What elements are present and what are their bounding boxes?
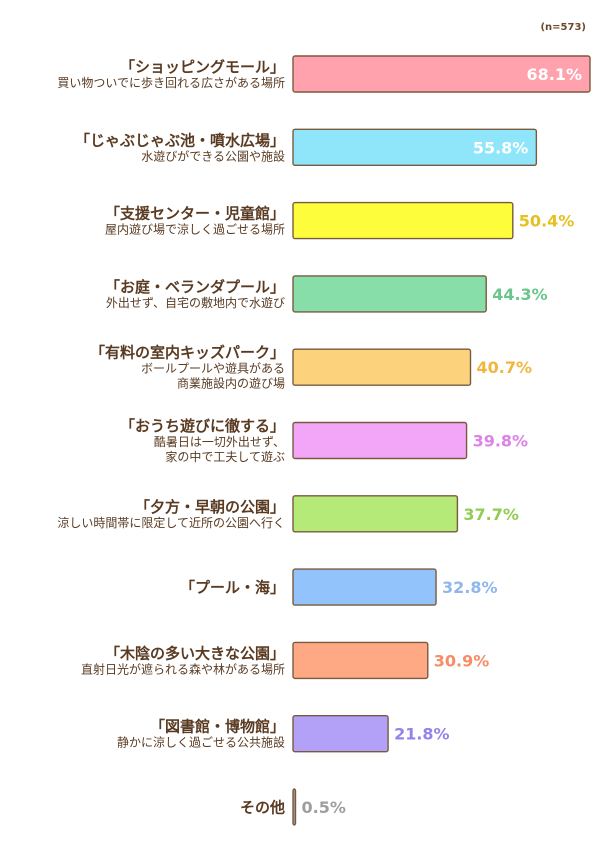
value-label-1: 55.8% xyxy=(473,138,529,157)
category-label-10: その他 xyxy=(240,799,285,817)
value-label-8: 30.9% xyxy=(434,651,490,670)
category-sublabel-2-1: 屋内遊び場で涼しく過ごせる場所 xyxy=(105,222,285,237)
category-sublabel-6-1: 涼しい時間帯に限定して近所の公園へ行く xyxy=(57,515,285,530)
category-sublabel-4-2: 商業施設内の遊び場 xyxy=(177,376,285,391)
value-label-0: 68.1% xyxy=(526,65,582,84)
bar-7 xyxy=(292,568,437,606)
category-label-4: 「有料の室内キッズパーク」 xyxy=(90,344,285,362)
sample-size-note: (n=573) xyxy=(540,22,586,33)
value-label-7: 32.8% xyxy=(442,578,498,597)
value-label-6: 37.7% xyxy=(463,505,519,524)
category-sublabel-5-1: 酷暑日は一切外出せず、 xyxy=(154,435,285,449)
bar-0 xyxy=(292,55,591,93)
value-label-10: 0.5% xyxy=(302,798,346,817)
category-sublabel-5-2: 家の中で工夫して遊ぶ xyxy=(165,449,285,464)
category-label-5: 「おうち遊びに徹する」 xyxy=(120,417,285,435)
category-label-3: 「お庭・ベランダプール」 xyxy=(105,278,285,296)
bar-3 xyxy=(292,275,487,313)
bar-2 xyxy=(292,201,514,240)
bar-5 xyxy=(292,421,468,460)
category-sublabel-8-1: 直射日光が遮られる森や林がある場所 xyxy=(81,661,285,676)
category-sublabel-9-1: 静かに涼しく過ごせる公共施設 xyxy=(117,735,285,750)
bar-1 xyxy=(292,128,538,167)
category-label-6: 「夕方・早朝の公園」 xyxy=(135,498,285,516)
value-label-4: 40.7% xyxy=(477,358,533,377)
category-sublabel-4-1: ボールプールや遊具がある xyxy=(141,361,285,376)
category-label-2: 「支援センター・児童館」 xyxy=(105,205,285,223)
value-label-9: 21.8% xyxy=(394,725,450,744)
category-sublabel-0-1: 買い物ついでに歩き回れる広さがある場所 xyxy=(57,75,285,90)
category-label-7: 「プール・海」 xyxy=(180,579,285,597)
category-label-1: 「じゃぶじゃぶ池・噴水広場」 xyxy=(75,131,285,149)
category-label-0: 「ショッピングモール」 xyxy=(120,58,285,76)
bar-8 xyxy=(292,641,429,680)
value-label-3: 44.3% xyxy=(492,285,548,304)
bar-9 xyxy=(292,715,389,753)
bar-6 xyxy=(292,495,459,533)
value-label-5: 39.8% xyxy=(473,432,529,451)
category-sublabel-1-1: 水遊びができる公園や施設 xyxy=(141,148,285,163)
category-sublabel-3-1: 外出せず、自宅の敷地内で水遊び xyxy=(106,295,285,310)
category-label-9: 「図書館・博物館」 xyxy=(150,718,285,736)
category-label-8: 「木陰の多い大きな公園」 xyxy=(105,644,285,662)
bar-4 xyxy=(292,348,472,386)
value-label-2: 50.4% xyxy=(519,212,575,231)
bar-10 xyxy=(292,788,297,826)
